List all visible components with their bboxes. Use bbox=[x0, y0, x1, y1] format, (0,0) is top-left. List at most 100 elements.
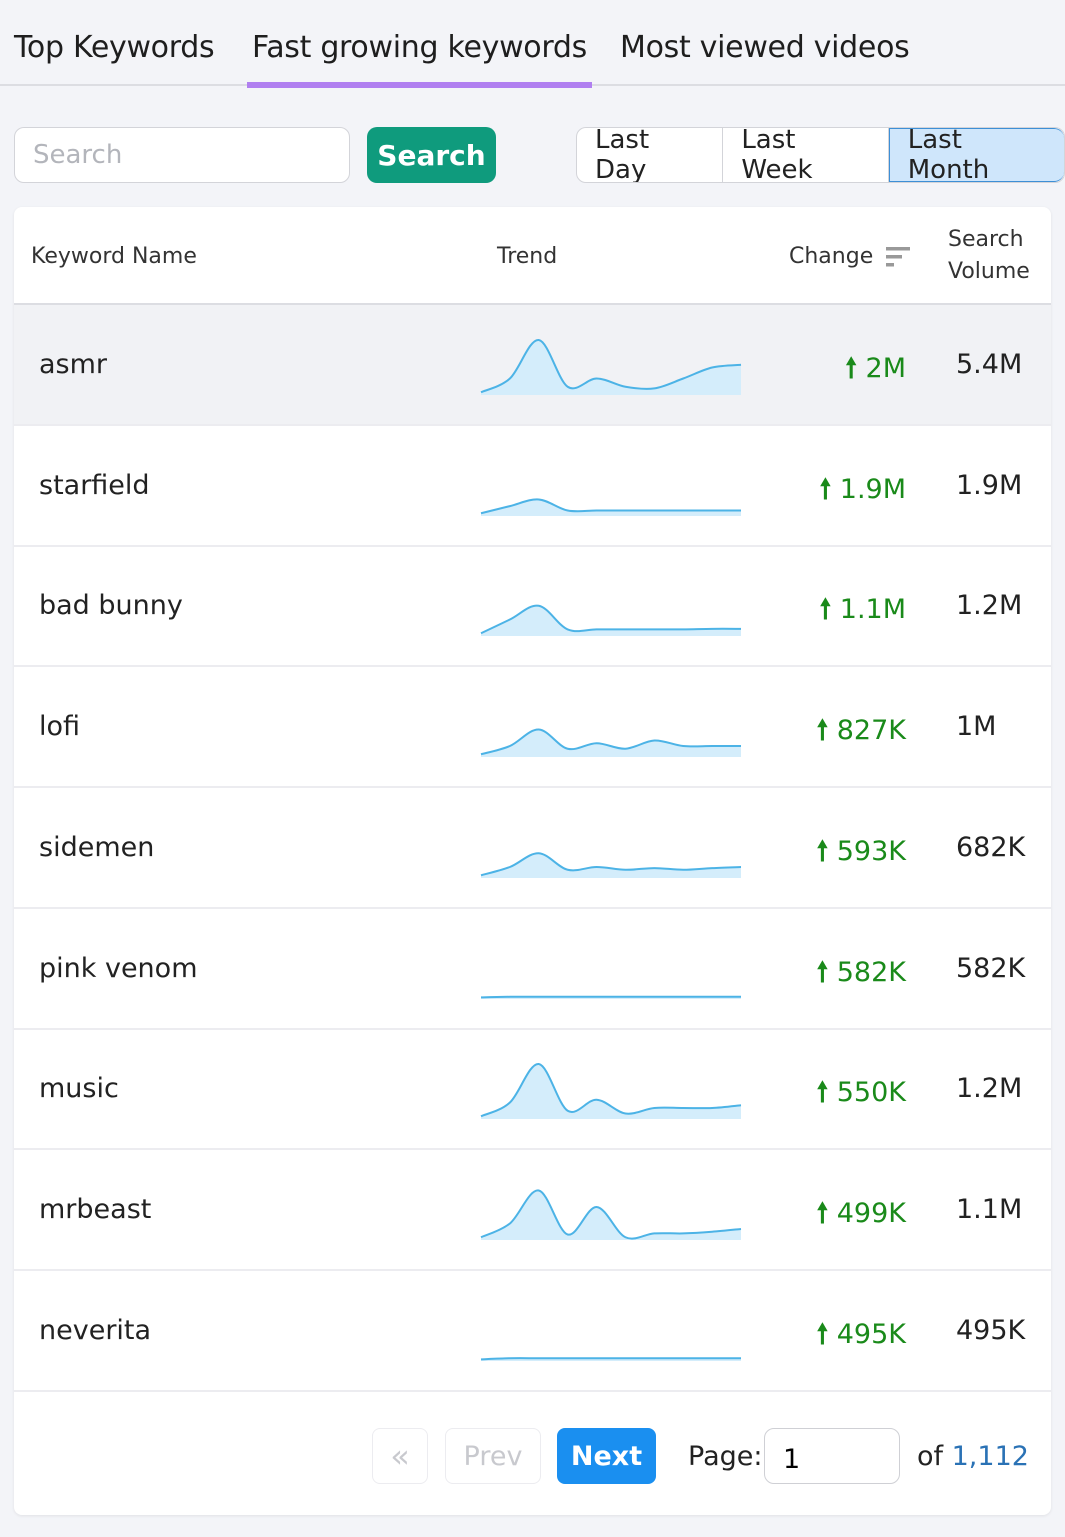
keyword-name[interactable]: pink venom bbox=[39, 952, 198, 984]
arrow-up-icon: 🠕 bbox=[816, 1197, 829, 1229]
table-header: Keyword Name Trend Change Search Volume bbox=[14, 207, 1051, 305]
change-text: 2M bbox=[865, 353, 906, 384]
trend-line bbox=[480, 728, 741, 756]
keyword-name[interactable]: asmr bbox=[39, 349, 108, 380]
trend-area bbox=[481, 339, 741, 395]
page-label: Page: bbox=[688, 1440, 763, 1472]
period-last-month[interactable]: Last Month bbox=[888, 128, 1064, 182]
change-text: 495K bbox=[836, 1318, 906, 1350]
table-row[interactable]: starfield 🠕 1.9M 1.9M bbox=[14, 426, 1051, 547]
header-search-volume-line1: Search bbox=[948, 227, 1024, 252]
table-row[interactable]: lofi 🠕 827K 1M bbox=[14, 667, 1051, 789]
trend-line bbox=[480, 1063, 742, 1118]
change-value: 🠕 550K bbox=[817, 1073, 906, 1119]
header-keyword-name: Keyword Name bbox=[31, 244, 197, 269]
header-trend: Trend bbox=[497, 244, 558, 269]
change-value: 🠕 2M bbox=[845, 349, 906, 395]
arrow-up-icon: 🠕 bbox=[845, 353, 857, 384]
first-page-button[interactable]: « bbox=[372, 1428, 428, 1484]
trend-sparkline bbox=[480, 1189, 742, 1240]
tab-top-keywords[interactable]: Top Keywords bbox=[14, 30, 215, 65]
trend-sparkline bbox=[480, 852, 742, 878]
search-volume: 682K bbox=[956, 831, 1026, 863]
trend-area bbox=[481, 499, 741, 516]
search-input[interactable] bbox=[14, 127, 350, 183]
change-text: 550K bbox=[836, 1077, 906, 1109]
search-volume: 1.9M bbox=[956, 469, 1023, 501]
table-row[interactable]: asmr 🠕 2M 5.4M bbox=[14, 305, 1051, 426]
keyword-name[interactable]: sidemen bbox=[39, 831, 155, 863]
of-label: of bbox=[917, 1440, 944, 1472]
trend-line bbox=[480, 1356, 741, 1360]
keyword-name[interactable]: bad bunny bbox=[39, 590, 183, 622]
keywords-table: Keyword Name Trend Change Search Volume … bbox=[14, 207, 1051, 1515]
trend-line bbox=[480, 339, 742, 394]
trend-sparkline bbox=[480, 605, 742, 637]
change-value: 🠕 593K bbox=[817, 832, 906, 878]
search-volume: 5.4M bbox=[956, 349, 1023, 380]
keyword-name[interactable]: mrbeast bbox=[39, 1193, 152, 1225]
table-row[interactable]: pink venom 🠕 582K 582K bbox=[14, 909, 1051, 1030]
trend-sparkline bbox=[480, 1063, 742, 1120]
arrow-up-icon: 🠕 bbox=[816, 835, 829, 867]
tab-most-viewed-videos[interactable]: Most viewed videos bbox=[620, 30, 910, 65]
search-volume: 495K bbox=[956, 1314, 1026, 1346]
search-volume: 1.1M bbox=[956, 1193, 1023, 1225]
trend-line bbox=[480, 1189, 742, 1240]
total-pages: of 1,112 bbox=[917, 1428, 1029, 1484]
keyword-name[interactable]: lofi bbox=[39, 711, 81, 743]
search-volume: 1.2M bbox=[956, 1073, 1023, 1105]
search-volume: 1.2M bbox=[956, 590, 1023, 622]
change-text: 582K bbox=[836, 956, 906, 988]
trend-sparkline bbox=[480, 728, 741, 758]
tab-fast-growing-keywords[interactable]: Fast growing keywords bbox=[247, 30, 592, 88]
period-selector: Last Day Last Week Last Month bbox=[576, 127, 1065, 183]
prev-button[interactable]: Prev bbox=[445, 1428, 541, 1484]
search-button[interactable]: Search bbox=[367, 127, 496, 183]
keyword-name[interactable]: music bbox=[39, 1073, 119, 1105]
page-input[interactable] bbox=[764, 1428, 900, 1484]
header-search-volume-line2: Volume bbox=[948, 259, 1030, 284]
table-row[interactable]: music 🠕 550K 1.2M bbox=[14, 1029, 1051, 1151]
arrow-up-icon: 🠕 bbox=[816, 715, 829, 747]
table-row[interactable]: mrbeast 🠕 499K 1.1M bbox=[14, 1150, 1051, 1271]
arrow-up-icon: 🠕 bbox=[816, 1077, 829, 1109]
search-volume: 582K bbox=[956, 952, 1026, 984]
keyword-name[interactable]: starfield bbox=[39, 469, 150, 501]
arrow-up-icon: 🠕 bbox=[819, 594, 832, 626]
trend-area bbox=[481, 1190, 741, 1240]
trend-line bbox=[480, 605, 742, 635]
change-value: 🠕 1.1M bbox=[820, 590, 906, 636]
table-row[interactable]: neverita 🠕 495K 495K bbox=[14, 1271, 1051, 1392]
trend-area bbox=[481, 729, 741, 758]
table-row[interactable]: sidemen 🠕 593K 682K bbox=[14, 788, 1051, 909]
change-text: 499K bbox=[836, 1197, 906, 1229]
change-value: 🠕 1.9M bbox=[820, 470, 906, 516]
tab-bar: Top Keywords Fast growing keywords Most … bbox=[0, 0, 1065, 88]
trend-sparkline bbox=[480, 498, 741, 516]
double-chevron-left-icon: « bbox=[390, 1437, 410, 1475]
keyword-name[interactable]: neverita bbox=[39, 1314, 152, 1346]
trend-sparkline bbox=[480, 995, 741, 999]
trend-sparkline bbox=[480, 1356, 741, 1361]
trend-area bbox=[481, 1064, 741, 1120]
change-text: 1.1M bbox=[839, 594, 906, 626]
change-text: 1.9M bbox=[839, 473, 906, 505]
trend-line bbox=[480, 995, 741, 998]
change-value: 🠕 495K bbox=[817, 1315, 906, 1361]
arrow-up-icon: 🠕 bbox=[816, 956, 829, 988]
trend-line bbox=[480, 498, 741, 514]
change-value: 🠕 499K bbox=[817, 1194, 906, 1240]
trend-area bbox=[481, 605, 741, 637]
period-last-day[interactable]: Last Day bbox=[577, 128, 724, 182]
sort-icon[interactable] bbox=[886, 245, 912, 275]
header-change[interactable]: Change bbox=[789, 244, 874, 269]
search-volume: 1M bbox=[956, 711, 997, 743]
change-value: 🠕 582K bbox=[817, 953, 906, 999]
change-value: 🠕 827K bbox=[817, 711, 906, 757]
total-pages-value: 1,112 bbox=[951, 1440, 1029, 1472]
table-row[interactable]: bad bunny 🠕 1.1M 1.2M bbox=[14, 546, 1051, 668]
trend-area bbox=[481, 853, 741, 878]
next-button[interactable]: Next bbox=[557, 1428, 656, 1484]
period-last-week[interactable]: Last Week bbox=[723, 128, 889, 182]
